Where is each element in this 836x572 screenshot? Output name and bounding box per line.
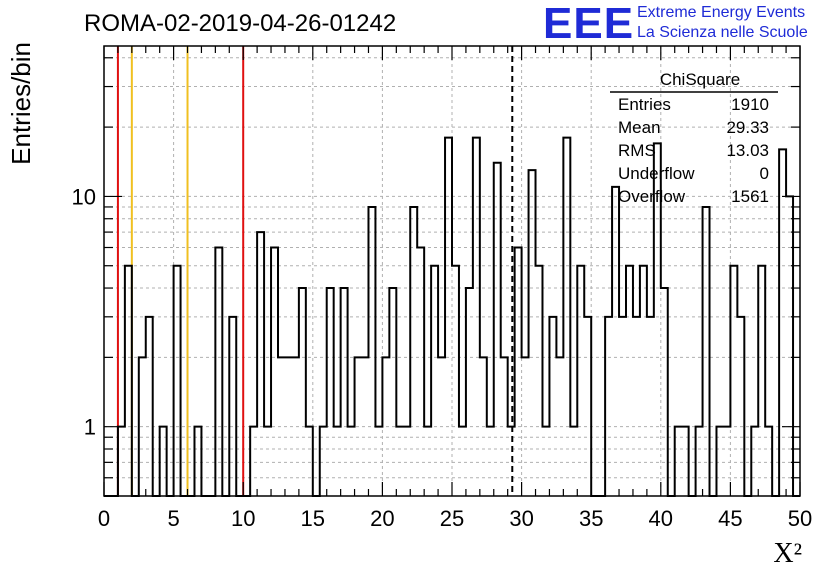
axis-ticks: 0 5 10 15 20 25 30 35 40 45 50 1 10 (72, 46, 812, 531)
x-tick-label: 25 (440, 506, 464, 531)
stats-value: 1910 (731, 95, 769, 114)
x-tick-label: 20 (370, 506, 394, 531)
x-tick-label: 50 (788, 506, 812, 531)
stats-label: Underflow (618, 164, 695, 183)
y-axis-label: Entries/bin (6, 42, 36, 165)
stats-box: ChiSquare Entries 1910 Mean 29.33 RMS 13.03 Und… (610, 70, 778, 206)
x-tick-label: 15 (301, 506, 325, 531)
stats-value: 29.33 (726, 118, 769, 137)
x-tick-label: 5 (167, 506, 179, 531)
stats-label: Entries (618, 95, 671, 114)
x-tick-label: 35 (579, 506, 603, 531)
plot-title: ROMA-02-2019-04-26-01242 (84, 10, 397, 37)
x-axis-label: X² (773, 538, 802, 569)
stats-value: 13.03 (726, 141, 769, 160)
logo-tagline-1: Extreme Energy Events (637, 4, 806, 21)
stats-value: 0 (760, 164, 769, 183)
stats-title: ChiSquare (660, 70, 740, 89)
logo-tagline-2: La Scienza nelle Scuole (637, 24, 808, 41)
x-tick-label: 40 (649, 506, 673, 531)
x-tick-label: 45 (718, 506, 742, 531)
x-tick-label: 0 (98, 506, 110, 531)
reference-lines (116, 46, 514, 496)
x-tick-label: 30 (509, 506, 533, 531)
stats-label: RMS (618, 141, 656, 160)
stats-label: Overflow (618, 187, 686, 206)
y-tick-label: 10 (72, 184, 96, 209)
stats-value: 1561 (731, 187, 769, 206)
eee-logo: EEE (543, 0, 635, 48)
y-tick-label: 1 (84, 415, 96, 440)
stats-label: Mean (618, 118, 661, 137)
x-tick-label: 10 (231, 506, 255, 531)
